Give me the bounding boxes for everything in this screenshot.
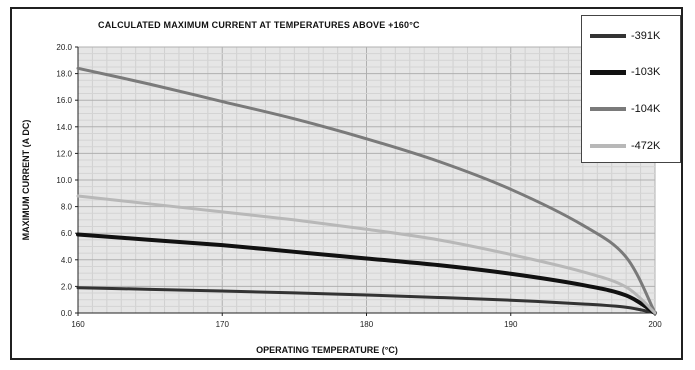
y-tick-label: 14.0 xyxy=(56,123,72,132)
legend-item: -472K xyxy=(590,136,678,156)
x-tick-label: 170 xyxy=(216,320,230,329)
legend-label: -391K xyxy=(631,30,661,42)
y-tick-label: 10.0 xyxy=(56,176,72,185)
y-tick-label: 18.0 xyxy=(56,70,72,79)
y-tick-label: 16.0 xyxy=(56,96,72,105)
tick-labels: 0.0 2.0 4.0 6.0 8.0 10.0 12.0 14.0 16.0 18.0 20.0 1… xyxy=(56,43,662,329)
grid-layer xyxy=(77,46,656,314)
chart-title: CALCULATED MAXIMUM CURRENT AT TEMPERATUR… xyxy=(98,20,420,30)
legend-swatch xyxy=(590,34,626,38)
legend-label: -472K xyxy=(631,140,661,152)
y-tick-label: 12.0 xyxy=(56,149,72,158)
y-tick-label: 20.0 xyxy=(56,43,72,52)
y-tick-label: 0.0 xyxy=(61,309,73,318)
legend-label: -104K xyxy=(631,103,661,115)
series-line-1 xyxy=(76,232,657,315)
legend-item: -391K xyxy=(590,26,678,46)
legend-swatch xyxy=(590,69,626,75)
x-tick-label: 180 xyxy=(360,320,374,329)
legend-label: -103K xyxy=(631,66,661,78)
x-tick-label: 200 xyxy=(648,320,662,329)
x-tick-label: 160 xyxy=(71,320,85,329)
legend-item: -104K xyxy=(590,99,678,119)
axis-layer xyxy=(75,46,656,316)
y-tick-label: 2.0 xyxy=(61,282,73,291)
y-tick-label: 6.0 xyxy=(61,229,73,238)
legend: -391K -103K -104K -472K xyxy=(581,15,681,163)
legend-swatch xyxy=(590,107,626,111)
x-tick-label: 190 xyxy=(504,320,518,329)
series-line-0 xyxy=(76,286,657,315)
x-axis-title: OPERATING TEMPERATURE (°C) xyxy=(256,345,398,355)
series-layer xyxy=(76,66,657,315)
legend-swatch xyxy=(590,144,626,148)
y-axis-title: MAXIMUM CURRENT (A DC) xyxy=(21,119,31,241)
y-tick-label: 4.0 xyxy=(61,256,73,265)
y-tick-label: 8.0 xyxy=(61,203,73,212)
series-line-2 xyxy=(76,66,657,315)
series-line-3 xyxy=(76,194,657,315)
legend-item: -103K xyxy=(590,62,678,82)
